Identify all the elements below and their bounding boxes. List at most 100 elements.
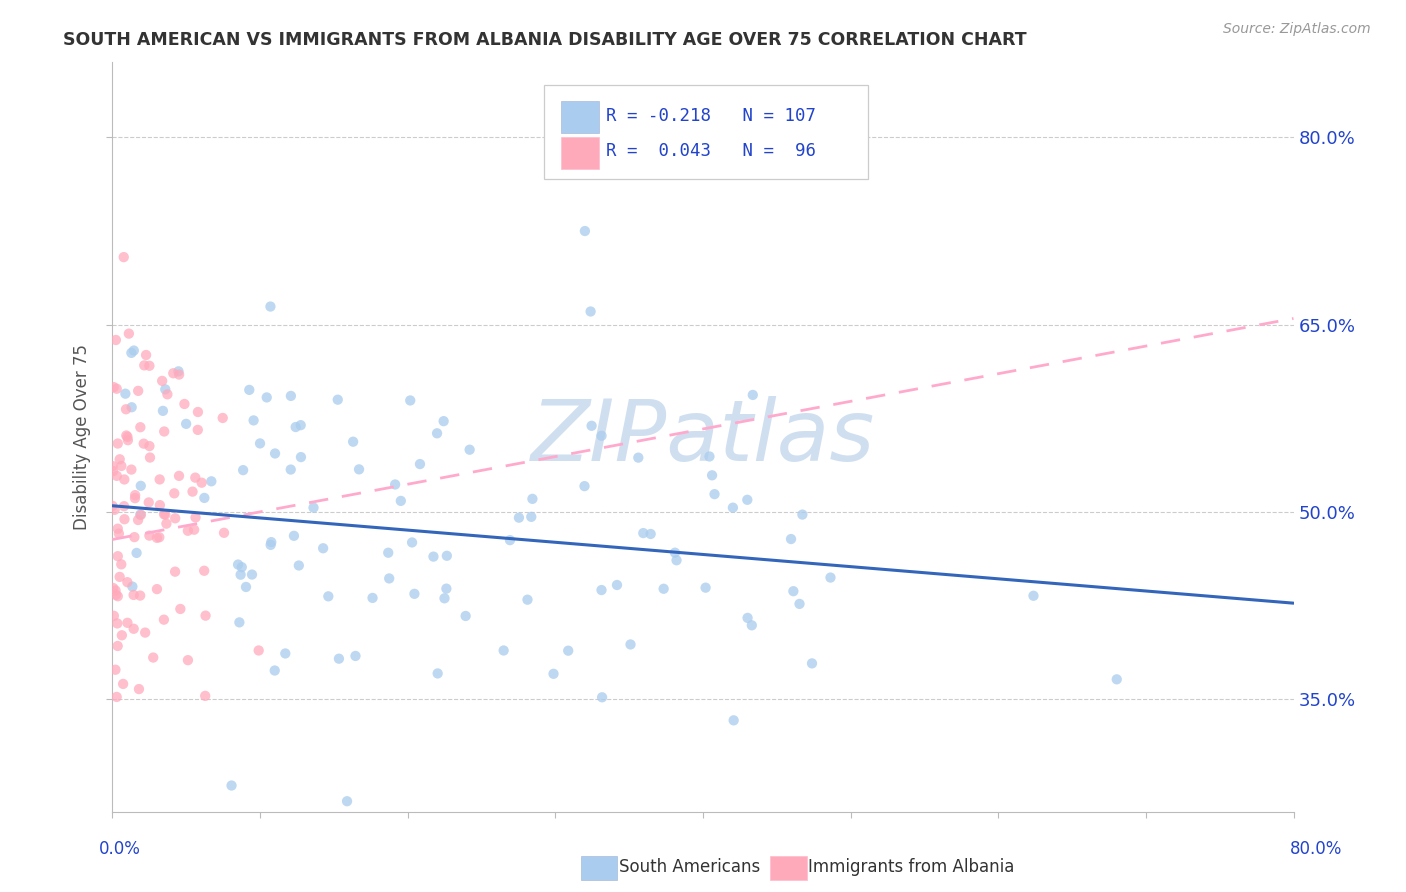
Point	[129, 420, 152, 434]
Point	[184, 510, 207, 524]
Point	[240, 567, 263, 582]
Point	[110, 458, 132, 473]
Point	[173, 397, 195, 411]
Point	[127, 513, 149, 527]
Point	[167, 469, 190, 483]
Point	[107, 639, 129, 653]
Point	[138, 495, 160, 509]
Text: 80.0%: 80.0%	[1291, 840, 1343, 858]
Point	[128, 682, 150, 697]
Point	[557, 643, 579, 657]
Point	[129, 589, 152, 603]
Point	[212, 525, 235, 540]
Point	[256, 391, 278, 405]
Point	[103, 608, 125, 623]
Point	[150, 374, 173, 388]
Point	[142, 650, 165, 665]
Point	[129, 508, 152, 522]
Point	[193, 491, 215, 505]
Point	[226, 558, 249, 572]
Point	[259, 538, 281, 552]
Point	[336, 794, 359, 808]
Point	[741, 388, 763, 402]
Point	[737, 492, 759, 507]
Point	[152, 404, 174, 418]
Point	[146, 531, 169, 545]
Point	[127, 384, 149, 398]
Point	[789, 597, 811, 611]
Point	[105, 468, 128, 483]
Point	[741, 618, 763, 632]
Point	[184, 470, 207, 484]
Point	[280, 462, 302, 476]
Point	[118, 326, 141, 341]
Point	[155, 516, 177, 531]
Point	[117, 433, 139, 447]
Point	[112, 677, 135, 691]
Point	[112, 250, 135, 264]
Point	[228, 615, 250, 630]
Point	[1105, 673, 1128, 687]
Point	[274, 647, 297, 661]
Point	[640, 527, 662, 541]
Point	[664, 546, 686, 560]
Text: R = -0.218   N = 107: R = -0.218 N = 107	[606, 107, 815, 125]
Point	[499, 533, 522, 548]
Point	[433, 591, 456, 606]
Point	[135, 348, 157, 362]
Point	[174, 417, 197, 431]
Point	[165, 565, 187, 579]
Point	[458, 442, 481, 457]
Text: SOUTH AMERICAN VS IMMIGRANTS FROM ALBANIA DISABILITY AGE OVER 75 CORRELATION CHA: SOUTH AMERICAN VS IMMIGRANTS FROM ALBANI…	[63, 31, 1026, 49]
Point	[190, 475, 212, 490]
Point	[101, 499, 124, 513]
Point	[434, 582, 457, 596]
Point	[181, 484, 204, 499]
Point	[122, 343, 145, 358]
Point	[508, 510, 530, 524]
Point	[167, 368, 190, 382]
Point	[522, 491, 544, 506]
Point	[115, 428, 138, 442]
Point	[112, 473, 135, 487]
Point	[401, 535, 423, 549]
Point	[120, 462, 142, 476]
Point	[229, 567, 252, 582]
Point	[399, 393, 422, 408]
Point	[242, 413, 264, 427]
Point	[409, 457, 432, 471]
Point	[117, 854, 139, 868]
Point	[138, 439, 160, 453]
Text: ZIPatlas: ZIPatlas	[531, 395, 875, 479]
Point	[105, 616, 128, 631]
Point	[492, 643, 515, 657]
Point	[104, 333, 127, 347]
Point	[101, 464, 124, 478]
Point	[132, 436, 155, 450]
Point	[574, 479, 596, 493]
Point	[156, 387, 179, 401]
Point	[104, 503, 127, 517]
Point	[200, 475, 222, 489]
Point	[700, 468, 723, 483]
Point	[283, 529, 305, 543]
Point	[187, 423, 209, 437]
Point	[591, 690, 613, 705]
Point	[520, 509, 543, 524]
Point	[737, 611, 759, 625]
Point	[108, 570, 131, 584]
Point	[146, 582, 169, 596]
Point	[433, 414, 456, 428]
Point	[290, 450, 312, 464]
Y-axis label: Disability Age Over 75: Disability Age Over 75	[73, 344, 91, 530]
Point	[194, 608, 217, 623]
Point	[284, 420, 307, 434]
Point	[389, 494, 412, 508]
Point	[280, 389, 302, 403]
Point	[221, 779, 243, 793]
Text: R =  0.043   N =  96: R = 0.043 N = 96	[606, 142, 815, 160]
Point	[101, 458, 124, 473]
Point	[149, 498, 172, 512]
Point	[194, 689, 217, 703]
Point	[288, 558, 311, 573]
